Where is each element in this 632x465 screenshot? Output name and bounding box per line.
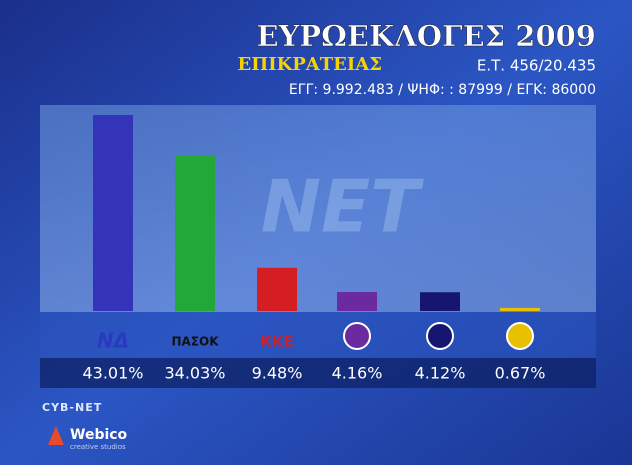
party-label: ΚΚΕ bbox=[260, 333, 294, 351]
party-logo bbox=[506, 322, 534, 350]
bar bbox=[500, 307, 540, 311]
brand-webico-sub: creative studios bbox=[70, 443, 126, 451]
chart-subtitle: ΕΠΙΚΡΑΤΕΙΑΣ bbox=[237, 54, 382, 75]
bar bbox=[420, 292, 460, 311]
bar bbox=[93, 115, 133, 311]
brand-cybnet: CYB-NET bbox=[42, 401, 102, 414]
value-label: 34.03% bbox=[164, 364, 225, 383]
party-label: ΠΑΣΟΚ bbox=[171, 335, 219, 349]
brand-webico: Webico bbox=[70, 427, 128, 443]
bar bbox=[337, 292, 377, 311]
value-label: 0.67% bbox=[495, 364, 546, 383]
counted-label: Ε.Τ. 456/20.435 bbox=[477, 57, 596, 75]
logo-band bbox=[40, 312, 596, 358]
bar bbox=[257, 267, 297, 311]
watermark: ΝΕΤ bbox=[261, 165, 424, 249]
party-logo bbox=[426, 322, 454, 350]
bar bbox=[175, 155, 215, 311]
chart-title: ΕΥΡΩΕΚΛΟΓΕΣ 2009 bbox=[256, 19, 596, 53]
brand-icon bbox=[48, 426, 64, 445]
party-logo bbox=[343, 322, 371, 350]
party-label: ΝΔ bbox=[97, 329, 129, 353]
value-band bbox=[40, 358, 596, 388]
value-label: 43.01% bbox=[82, 364, 143, 383]
value-label: 4.12% bbox=[415, 364, 466, 383]
value-label: 9.48% bbox=[252, 364, 303, 383]
value-label: 4.16% bbox=[332, 364, 383, 383]
stats-label: ΕΓΓ: 9.992.483 / ΨΗΦ: : 87999 / ΕΓΚ: 860… bbox=[289, 82, 596, 98]
